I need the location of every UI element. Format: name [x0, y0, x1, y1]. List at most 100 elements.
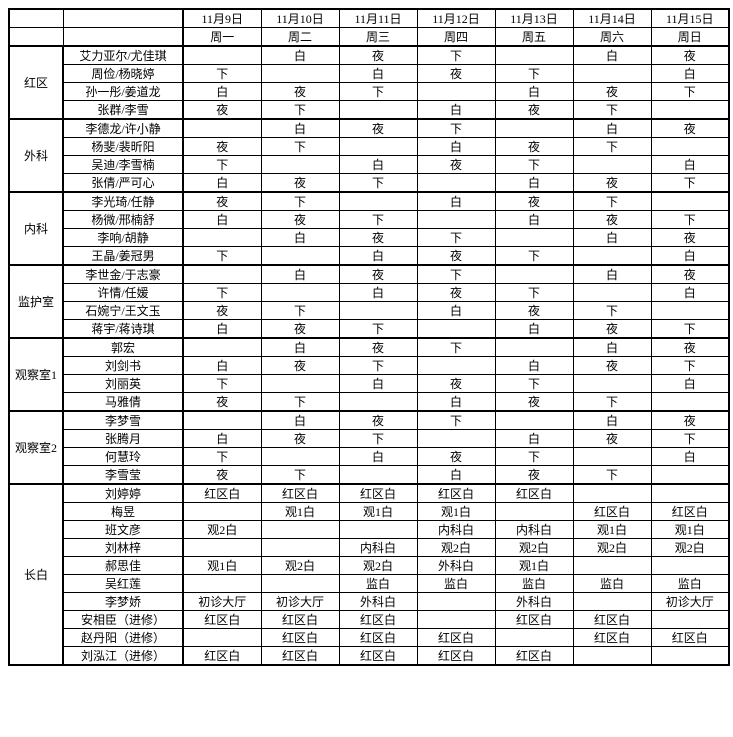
shift-cell	[495, 265, 573, 284]
shift-cell: 白	[651, 375, 729, 393]
staff-name: 刘丽英	[63, 375, 183, 393]
date-header: 11月10日	[261, 9, 339, 28]
shift-cell: 下	[261, 138, 339, 156]
staff-name: 刘剑书	[63, 357, 183, 375]
shift-cell: 夜	[339, 411, 417, 430]
blank-corner	[63, 28, 183, 47]
shift-cell	[261, 539, 339, 557]
shift-cell	[261, 575, 339, 593]
shift-cell: 下	[417, 229, 495, 247]
date-header: 11月15日	[651, 9, 729, 28]
shift-cell: 红区白	[261, 647, 339, 666]
shift-cell	[339, 393, 417, 412]
shift-cell	[495, 119, 573, 138]
shift-cell	[183, 629, 261, 647]
shift-cell	[417, 83, 495, 101]
shift-cell: 观2白	[183, 521, 261, 539]
shift-cell: 外科白	[495, 593, 573, 611]
shift-cell: 红区白	[183, 611, 261, 629]
shift-cell: 观1白	[417, 503, 495, 521]
shift-cell: 夜	[651, 119, 729, 138]
staff-name: 艾力亚尔/尤佳琪	[63, 46, 183, 65]
shift-cell: 白	[651, 284, 729, 302]
shift-cell: 观2白	[261, 557, 339, 575]
shift-cell: 夜	[495, 101, 573, 120]
shift-cell: 观2白	[573, 539, 651, 557]
shift-cell: 下	[261, 466, 339, 485]
shift-cell: 夜	[495, 138, 573, 156]
staff-name: 李梦娇	[63, 593, 183, 611]
shift-cell	[417, 611, 495, 629]
shift-cell: 下	[261, 101, 339, 120]
weekday-header: 周三	[339, 28, 417, 47]
shift-cell: 下	[573, 302, 651, 320]
shift-cell	[261, 65, 339, 83]
shift-cell: 夜	[573, 320, 651, 339]
staff-name: 郝思佳	[63, 557, 183, 575]
shift-cell: 下	[651, 83, 729, 101]
shift-cell: 下	[651, 174, 729, 193]
shift-cell	[339, 101, 417, 120]
shift-cell: 下	[495, 247, 573, 266]
shift-cell: 红区白	[183, 484, 261, 503]
shift-cell: 白	[495, 430, 573, 448]
staff-name: 马雅倩	[63, 393, 183, 412]
shift-cell	[651, 393, 729, 412]
shift-cell: 红区白	[417, 629, 495, 647]
shift-cell: 白	[183, 357, 261, 375]
date-header: 11月14日	[573, 9, 651, 28]
shift-cell: 白	[417, 101, 495, 120]
shift-cell: 下	[573, 393, 651, 412]
shift-cell: 红区白	[339, 484, 417, 503]
staff-name: 石婉宁/王文玉	[63, 302, 183, 320]
staff-name: 李光琦/任静	[63, 192, 183, 211]
shift-cell: 红区白	[261, 484, 339, 503]
shift-cell	[183, 539, 261, 557]
shift-cell: 红区白	[651, 503, 729, 521]
shift-cell: 夜	[651, 265, 729, 284]
shift-cell: 夜	[339, 338, 417, 357]
shift-cell: 观1白	[495, 557, 573, 575]
shift-cell: 下	[573, 138, 651, 156]
shift-cell: 白	[573, 265, 651, 284]
shift-cell: 红区白	[573, 503, 651, 521]
shift-cell	[573, 557, 651, 575]
shift-cell: 白	[339, 156, 417, 174]
section-name: 观察室1	[9, 338, 63, 411]
shift-cell: 夜	[573, 174, 651, 193]
shift-cell	[573, 156, 651, 174]
shift-cell	[651, 647, 729, 666]
shift-cell	[183, 338, 261, 357]
shift-cell: 监白	[651, 575, 729, 593]
section-name: 外科	[9, 119, 63, 192]
shift-cell	[417, 174, 495, 193]
shift-cell: 监白	[495, 575, 573, 593]
shift-cell	[573, 647, 651, 666]
shift-cell: 白	[417, 393, 495, 412]
shift-cell: 下	[651, 357, 729, 375]
shift-cell: 夜	[495, 302, 573, 320]
shift-cell	[183, 119, 261, 138]
shift-cell: 下	[339, 174, 417, 193]
shift-cell: 下	[183, 284, 261, 302]
shift-cell: 外科白	[339, 593, 417, 611]
shift-cell	[261, 448, 339, 466]
shift-cell: 白	[651, 156, 729, 174]
shift-cell	[651, 557, 729, 575]
shift-cell: 内科白	[495, 521, 573, 539]
shift-cell	[183, 575, 261, 593]
weekday-header: 周二	[261, 28, 339, 47]
shift-cell	[261, 521, 339, 539]
shift-cell	[261, 247, 339, 266]
shift-cell: 白	[417, 192, 495, 211]
shift-cell: 观2白	[651, 539, 729, 557]
shift-cell: 下	[339, 83, 417, 101]
staff-name: 王晶/姜冠男	[63, 247, 183, 266]
shift-cell: 白	[495, 174, 573, 193]
shift-cell: 下	[417, 265, 495, 284]
shift-cell	[261, 156, 339, 174]
shift-cell: 夜	[417, 247, 495, 266]
staff-name: 李德龙/许小静	[63, 119, 183, 138]
staff-name: 李世金/于志豪	[63, 265, 183, 284]
shift-cell	[651, 484, 729, 503]
